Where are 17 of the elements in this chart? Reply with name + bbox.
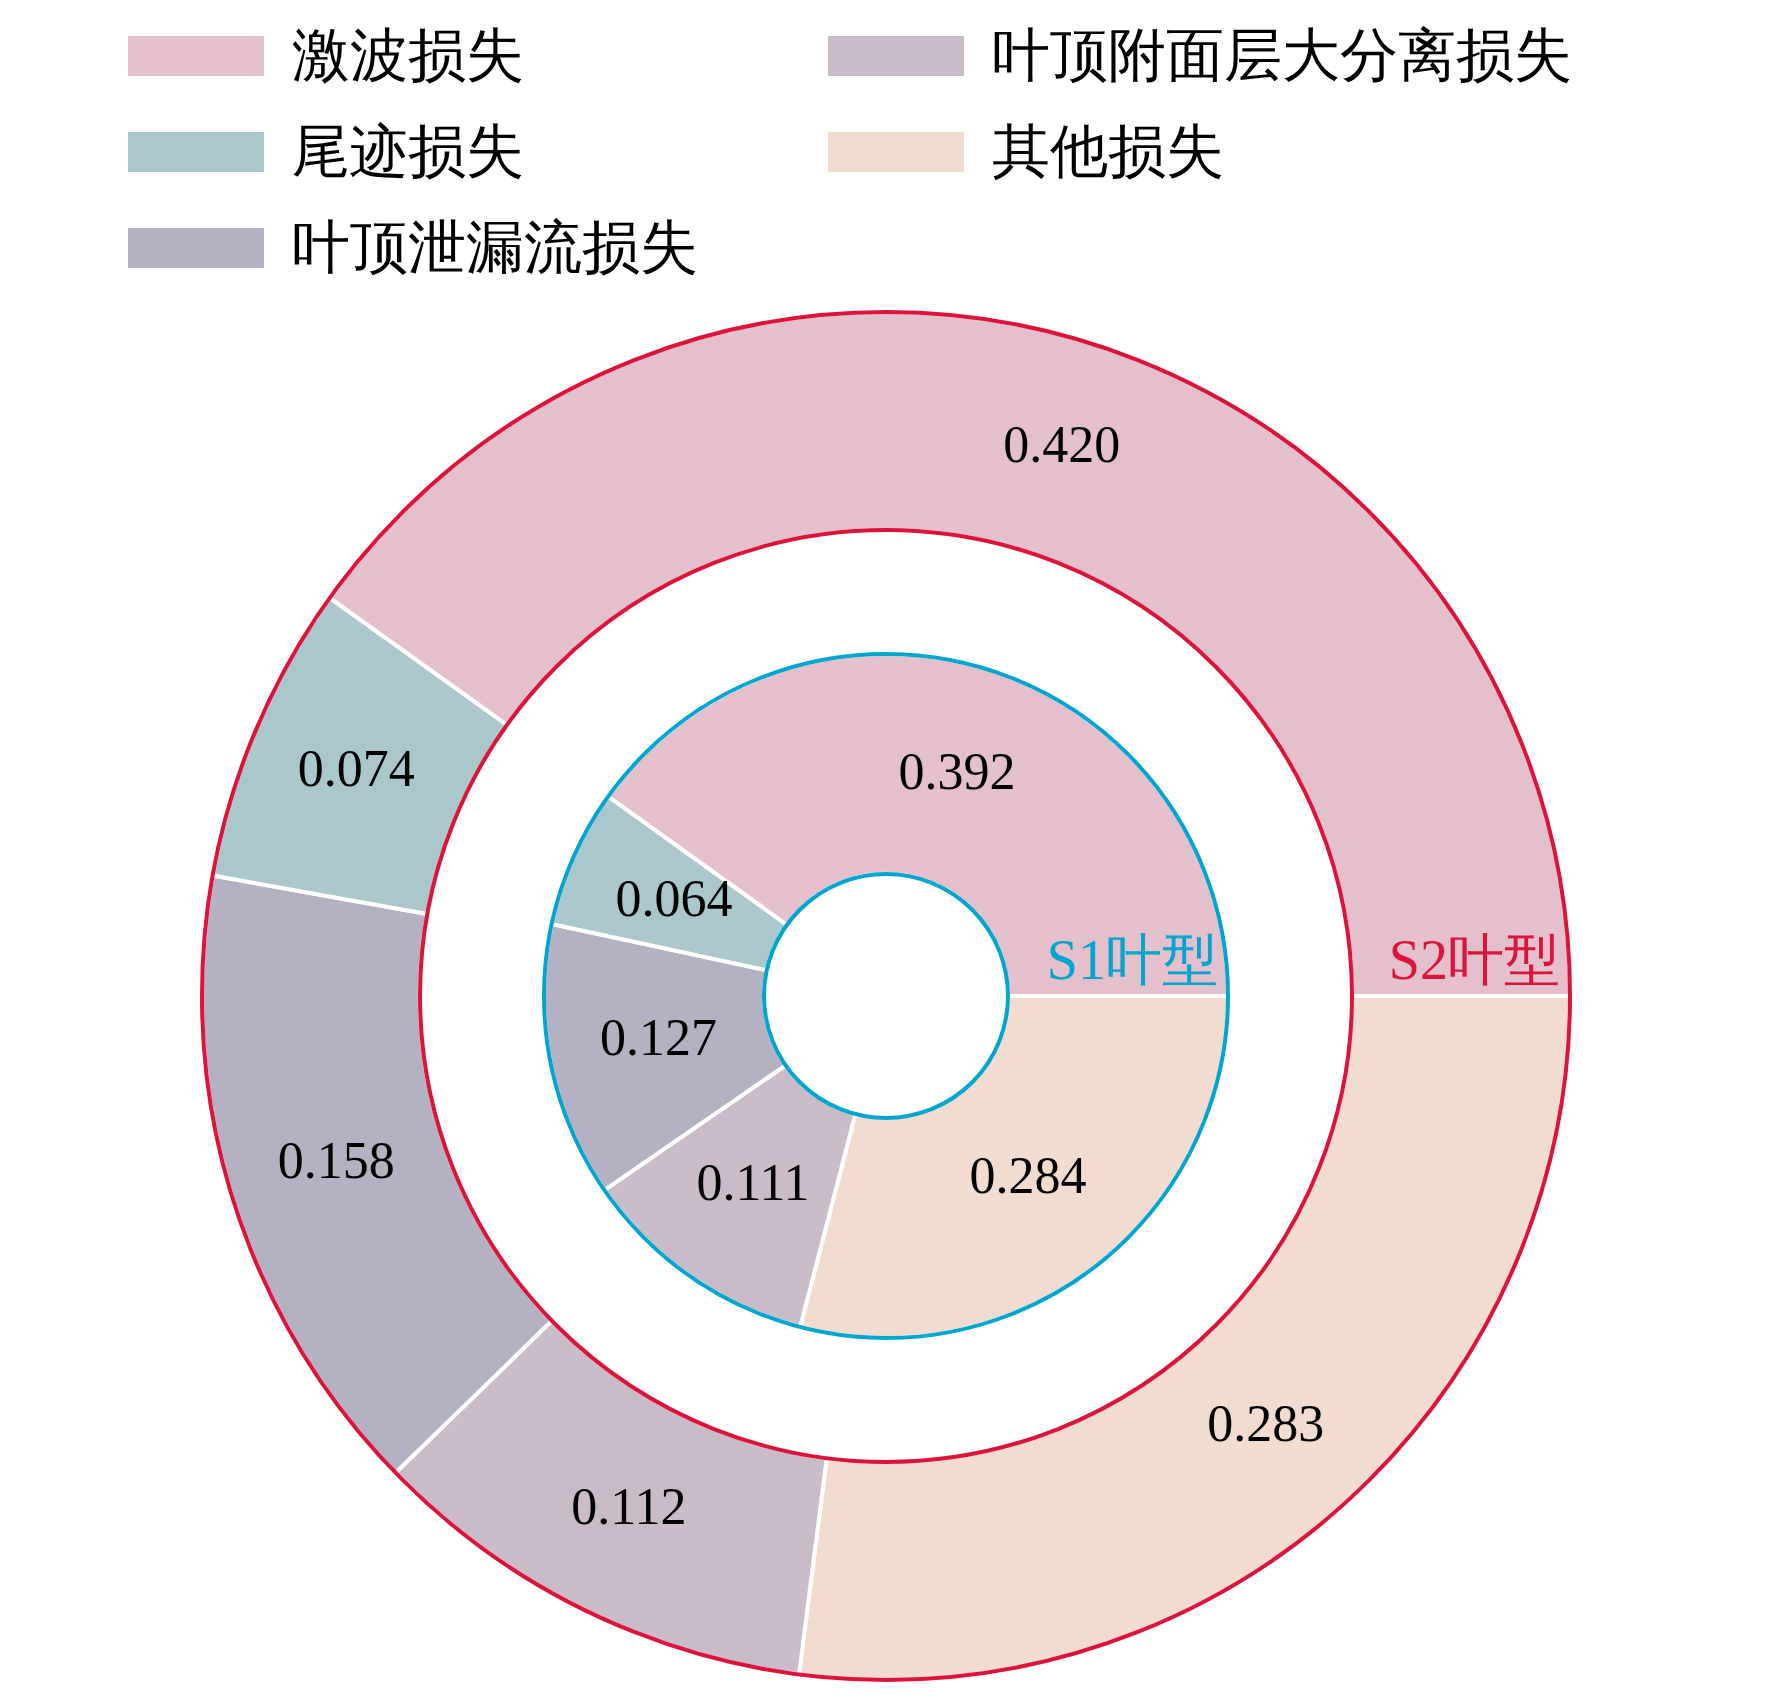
data-label: 0.074 [297,740,415,798]
data-label: 0.284 [969,1147,1087,1205]
legend-label: 尾迹损失 [292,118,524,186]
legend-label: 激波损失 [292,22,524,90]
data-label: 0.158 [277,1131,395,1189]
legend-label: 叶顶泄漏流损失 [292,214,698,282]
data-label: 0.127 [599,1008,717,1066]
data-label: 0.392 [898,742,1016,800]
data-label: 0.064 [615,869,733,927]
data-label: 0.420 [1003,416,1121,474]
data-label: 0.111 [696,1153,810,1211]
legend-label: 其他损失 [992,118,1224,186]
legend-label: 叶顶附面层大分离损失 [992,22,1572,90]
slice-label: S2叶型 [1388,928,1560,991]
slice-label: S1叶型 [1046,928,1218,991]
data-label: 0.283 [1207,1395,1325,1453]
data-label: 0.112 [571,1477,687,1535]
